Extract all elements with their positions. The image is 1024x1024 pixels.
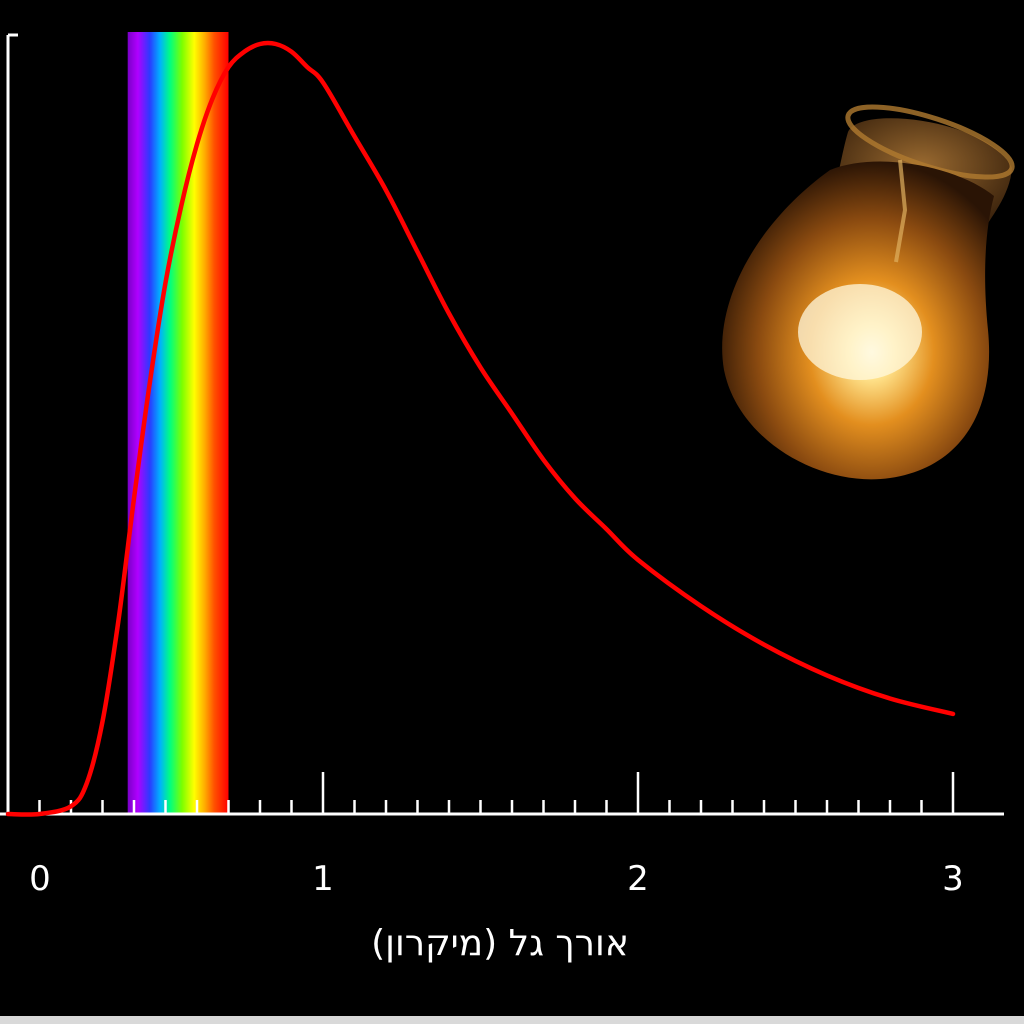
light-bulb-icon <box>722 104 1015 480</box>
x-tick-label: 0 <box>29 859 51 899</box>
x-tick-label: 3 <box>942 859 964 899</box>
x-axis-tick-labels: 0 1 2 3 <box>29 859 964 899</box>
series-line <box>5 40 956 817</box>
bottom-border <box>0 1016 1024 1024</box>
x-tick-label: 1 <box>312 859 334 899</box>
light-bulb-filament-glow <box>798 284 922 380</box>
x-axis-ticks <box>38 772 955 814</box>
x-tick-label: 2 <box>627 859 649 899</box>
light-bulb-stem <box>894 159 908 263</box>
x-axis-title: אורך גל (מיקרון) <box>371 923 629 964</box>
light-bulb-rim <box>845 104 1015 180</box>
